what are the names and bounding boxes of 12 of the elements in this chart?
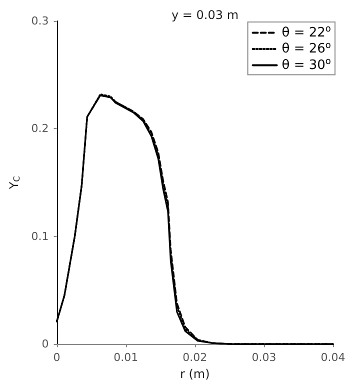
x-tick-label: 0.03 bbox=[252, 351, 276, 364]
y-tick-label: 0.2 bbox=[31, 122, 49, 136]
y-tick-label: 0.3 bbox=[31, 14, 49, 28]
y-tick-label: 0 bbox=[42, 338, 49, 351]
x-tick-label: 0.04 bbox=[320, 351, 346, 364]
chart-title: y = 0.03 m bbox=[171, 8, 239, 22]
y-tick-label: 0.1 bbox=[31, 230, 49, 243]
x-tick-label: 0.02 bbox=[182, 351, 208, 364]
x-tick-label: 0 bbox=[53, 351, 60, 364]
y-axis-title: YC bbox=[7, 176, 22, 190]
x-axis-title: r (m) bbox=[180, 367, 210, 381]
x-tick-label: 0.01 bbox=[114, 351, 138, 364]
